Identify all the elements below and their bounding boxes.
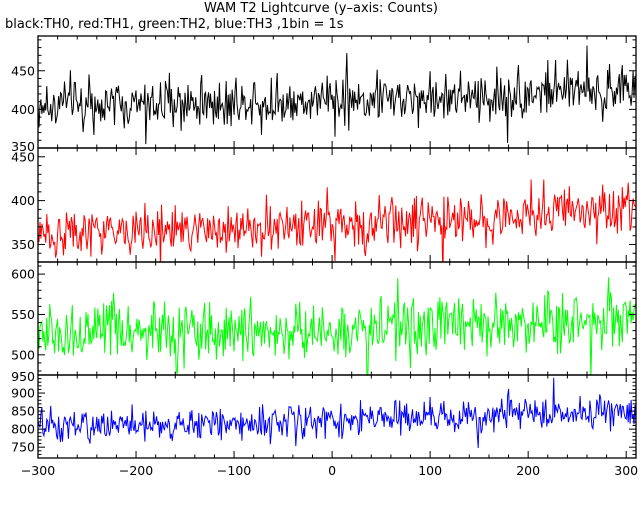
y-tick-label: 400 — [11, 102, 35, 117]
series-TH2 — [38, 277, 636, 375]
y-tick-label: 850 — [11, 404, 35, 419]
y-tick-label: 950 — [11, 369, 35, 384]
y-tick-label: 550 — [11, 307, 35, 322]
panel-frame — [37, 374, 637, 459]
x-tick-label: −200 — [119, 463, 153, 478]
y-tick-label: 350 — [11, 237, 35, 252]
series-TH0 — [38, 45, 636, 145]
y-tick-label: 450 — [11, 63, 35, 78]
y-tick-label: 450 — [11, 149, 35, 164]
chart-subtitle: black:TH0, red:TH1, green:TH2, blue:TH3 … — [5, 17, 344, 32]
x-tick-label: 0 — [328, 463, 336, 478]
x-tick-label: −300 — [21, 463, 55, 478]
y-tick-label: 350 — [11, 139, 35, 154]
series-TH1 — [38, 179, 636, 262]
x-tick-label: 200 — [516, 463, 540, 478]
x-tick-label: −100 — [217, 463, 251, 478]
x-tick-label: 100 — [418, 463, 442, 478]
y-tick-label: 600 — [11, 267, 35, 282]
x-tick-label: 300 — [614, 463, 638, 478]
y-tick-label: 900 — [11, 386, 35, 401]
series-TH3 — [38, 377, 636, 449]
y-tick-label: 800 — [11, 422, 35, 437]
chart-title: WAM T2 Lightcurve (y–axis: Counts) — [204, 1, 438, 16]
y-tick-label: 400 — [11, 193, 35, 208]
y-tick-label: 500 — [11, 347, 35, 362]
y-tick-label: 750 — [11, 440, 35, 455]
panel-frame — [37, 147, 637, 263]
